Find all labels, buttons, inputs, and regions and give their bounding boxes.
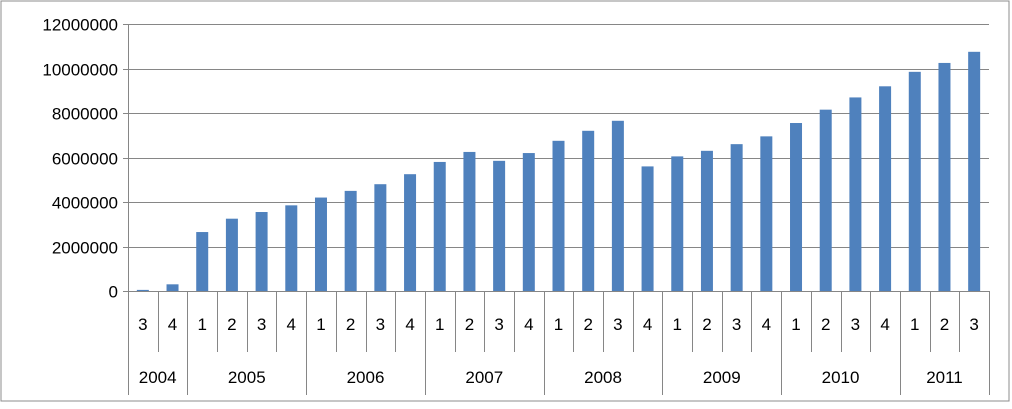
x-quarter-label: 1: [435, 315, 444, 334]
x-year-label: 2011: [926, 368, 963, 387]
bar-2008-q2: [582, 130, 595, 291]
axes: [123, 24, 990, 395]
y-tick-label: 10000000: [42, 61, 118, 80]
y-tick-label: 6000000: [52, 150, 118, 169]
x-year-label: 2010: [822, 368, 860, 387]
bar-2009-q3: [730, 144, 743, 291]
x-quarter-label: 1: [554, 315, 563, 334]
bar-2010-q1: [790, 123, 803, 291]
x-quarter-label: 1: [673, 315, 682, 334]
y-tick-label: 0: [109, 283, 118, 302]
x-year-label: 2006: [347, 368, 385, 387]
bar-2011-q2: [938, 62, 951, 291]
y-tick-label: 8000000: [52, 105, 118, 124]
x-quarter-label: 3: [732, 315, 741, 334]
bar-2008-q3: [611, 120, 624, 291]
x-quarter-label: 1: [197, 315, 206, 334]
x-quarter-label: 3: [851, 315, 860, 334]
bar-2007-q3: [493, 160, 506, 291]
x-year-label: 2004: [139, 368, 177, 387]
x-quarter-label: 4: [287, 315, 296, 334]
bar-2006-q2: [344, 190, 357, 292]
bar-2007-q4: [522, 153, 535, 291]
bar-2010-q2: [819, 109, 832, 291]
bar-2006-q3: [374, 184, 387, 291]
x-year-label: 2009: [703, 368, 741, 387]
bar-2006-q4: [404, 174, 417, 291]
bar-2009-q4: [760, 136, 773, 291]
x-quarter-label: 1: [910, 315, 919, 334]
x-quarter-label: 4: [880, 315, 889, 334]
bars: [136, 51, 981, 292]
x-quarter-label: 4: [762, 315, 771, 334]
x-quarter-label: 2: [821, 315, 830, 334]
x-quarter-label: 2: [227, 315, 236, 334]
x-quarter-label: 1: [791, 315, 800, 334]
bar-2005-q1: [196, 232, 209, 291]
x-quarter-label: 2: [940, 315, 949, 334]
bar-2005-q4: [285, 205, 298, 291]
x-quarter-label: 4: [405, 315, 414, 334]
bar-2008-q1: [552, 140, 565, 291]
bar-2005-q3: [255, 212, 268, 291]
gridlines: [128, 24, 989, 248]
tick-labels: 0200000040000006000000800000010000000120…: [42, 16, 979, 388]
bar-2005-q2: [225, 218, 238, 291]
bar-2008-q4: [641, 166, 654, 291]
x-quarter-label: 1: [316, 315, 325, 334]
x-quarter-label: 3: [257, 315, 266, 334]
bar-2010-q3: [849, 97, 862, 292]
x-year-label: 2007: [465, 368, 503, 387]
x-quarter-label: 2: [702, 315, 711, 334]
x-quarter-label: 3: [138, 315, 147, 334]
bar-2011-q1: [908, 71, 921, 291]
bar-2006-q1: [314, 197, 327, 291]
bar-2010-q4: [879, 86, 892, 291]
y-tick-label: 12000000: [42, 16, 118, 35]
bar-2007-q2: [463, 151, 476, 291]
x-year-label: 2008: [584, 368, 622, 387]
x-quarter-label: 3: [969, 315, 978, 334]
x-quarter-label: 3: [613, 315, 622, 334]
x-quarter-label: 4: [168, 315, 177, 334]
x-quarter-label: 4: [524, 315, 533, 334]
x-quarter-label: 2: [583, 315, 592, 334]
x-year-label: 2005: [228, 368, 266, 387]
bar-2004-q3: [136, 289, 149, 291]
bar-2004-q4: [166, 284, 179, 291]
bar-2011-q3: [968, 51, 981, 292]
bar-2009-q1: [671, 156, 684, 291]
x-quarter-label: 2: [465, 315, 474, 334]
y-tick-label: 2000000: [52, 239, 118, 258]
bar-2009-q2: [700, 150, 713, 291]
bar-2007-q1: [433, 161, 446, 291]
x-quarter-label: 4: [643, 315, 652, 334]
x-quarter-label: 3: [376, 315, 385, 334]
x-quarter-label: 3: [494, 315, 503, 334]
y-tick-label: 4000000: [52, 194, 118, 213]
x-quarter-label: 2: [346, 315, 355, 334]
